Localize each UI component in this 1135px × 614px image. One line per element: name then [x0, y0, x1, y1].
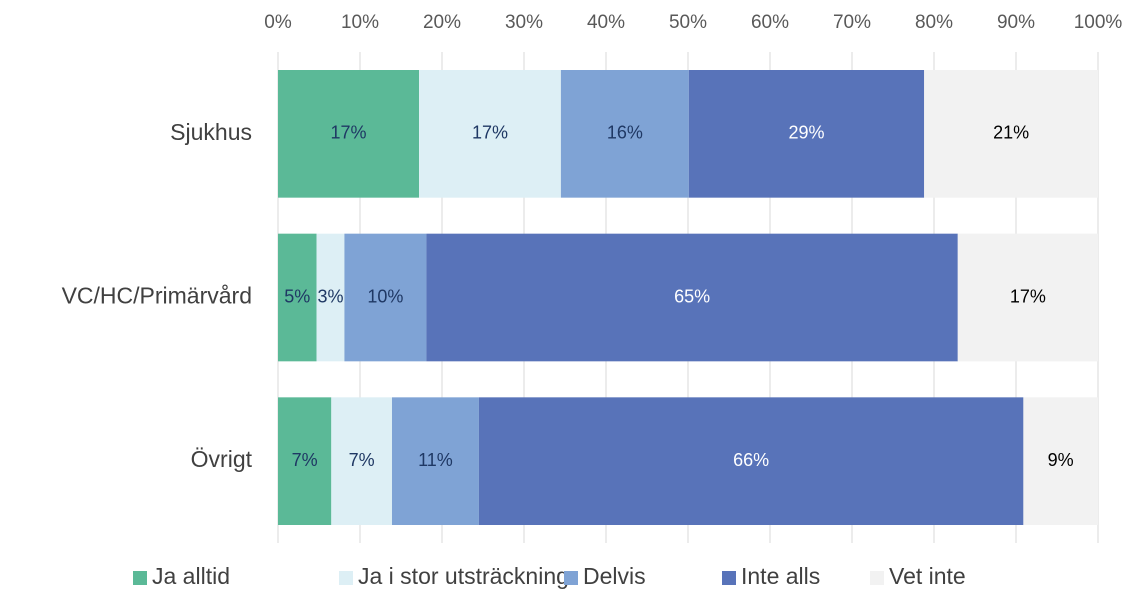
- bar-segment: [426, 233, 958, 362]
- data-label: 9%: [1048, 450, 1074, 470]
- legend-label: Ja alltid: [152, 563, 230, 589]
- x-tick-label: 30%: [505, 12, 543, 33]
- x-tick-label: 50%: [669, 12, 707, 33]
- bar-segment: [478, 397, 1024, 525]
- bar-segment: [331, 397, 392, 525]
- x-tick-label: 100%: [1074, 12, 1123, 33]
- bar-segment: [1023, 397, 1098, 525]
- data-label: 7%: [292, 450, 318, 470]
- bar-segment: [924, 70, 1098, 198]
- category-label: Sjukhus: [170, 119, 252, 145]
- data-label: 7%: [349, 450, 375, 470]
- bar-segment: [278, 70, 420, 198]
- legend-swatch: [339, 571, 353, 585]
- bar-segment: [316, 233, 345, 362]
- legend-label: Inte alls: [741, 563, 820, 589]
- x-tick-label: 90%: [997, 12, 1035, 33]
- data-label: 65%: [674, 286, 710, 306]
- category-label: Övrigt: [191, 446, 253, 472]
- data-label: 17%: [1010, 286, 1046, 306]
- data-label: 16%: [607, 123, 643, 143]
- data-label: 5%: [284, 286, 310, 306]
- legend-swatch: [564, 571, 578, 585]
- data-label: 66%: [733, 450, 769, 470]
- x-tick-label: 40%: [587, 12, 625, 33]
- data-label: 17%: [331, 123, 367, 143]
- bar-segment: [278, 397, 332, 525]
- x-tick-label: 10%: [341, 12, 379, 33]
- data-label: 3%: [317, 286, 343, 306]
- legend-label: Ja i stor utsträckning: [358, 563, 569, 589]
- x-tick-label: 60%: [751, 12, 789, 33]
- category-label: VC/HC/Primärvård: [62, 283, 252, 309]
- legend-label: Vet inte: [889, 563, 966, 589]
- x-tick-label: 0%: [264, 12, 292, 33]
- bar-segment: [278, 233, 317, 362]
- bar-segment: [419, 70, 561, 198]
- bar-segment: [344, 233, 427, 362]
- x-tick-label: 70%: [833, 12, 871, 33]
- bar-segment: [957, 233, 1098, 362]
- data-label: 29%: [788, 123, 824, 143]
- bar-segment: [391, 397, 479, 525]
- legend-label: Delvis: [583, 563, 646, 589]
- x-tick-label: 20%: [423, 12, 461, 33]
- data-label: 17%: [472, 123, 508, 143]
- x-tick-label: 80%: [915, 12, 953, 33]
- data-label: 21%: [993, 123, 1029, 143]
- legend-swatch: [870, 571, 884, 585]
- bar-segment: [688, 70, 925, 198]
- bar-segment: [560, 70, 689, 198]
- legend-swatch: [722, 571, 736, 585]
- data-label: 11%: [418, 450, 453, 470]
- legend-swatch: [133, 571, 147, 585]
- data-label: 10%: [367, 286, 403, 306]
